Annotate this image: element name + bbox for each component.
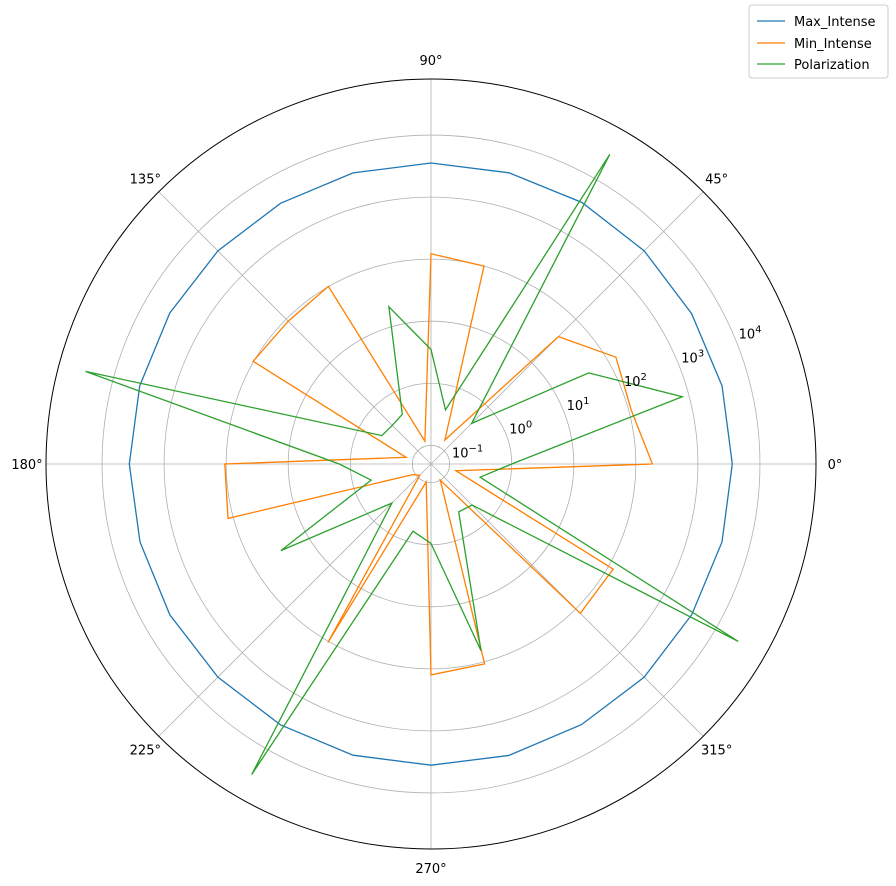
grid-layer (46, 79, 816, 849)
angular-tick-label: 315° (701, 744, 732, 759)
series-line-polarization (85, 153, 739, 775)
angular-tick-label: 90° (419, 54, 442, 69)
angular-tick-label: 180° (11, 458, 42, 473)
angular-tick-label: 270° (415, 862, 446, 877)
radial-tick-label: 10−1 (452, 443, 483, 461)
legend-label-max-intense: Max_Intense (794, 15, 876, 30)
radial-tick-label: 104 (739, 325, 762, 343)
legend: Max_Intense Min_Intense Polarization (748, 4, 889, 79)
tick-label-layer: 0° 45° 90° 135° 180° 225° 270° 315° 10−1 100 101 10… (11, 54, 842, 877)
angular-tick-label: 0° (828, 458, 843, 473)
angular-gridline (158, 463, 432, 737)
angular-tick-label: 45° (705, 172, 728, 187)
radial-tick-label: 103 (681, 348, 704, 366)
legend-label-polarization: Polarization (794, 58, 870, 73)
series-line-max-intense (128, 162, 733, 766)
radial-tick-label: 102 (624, 372, 647, 390)
angular-gridline (158, 191, 432, 465)
series-line-min-intense (224, 252, 654, 676)
angular-tick-label: 225° (130, 744, 161, 759)
legend-label-min-intense: Min_Intense (794, 37, 872, 52)
radial-tick-label: 100 (509, 420, 532, 438)
radial-tick-label: 101 (567, 396, 590, 414)
angular-tick-label: 135° (130, 172, 161, 187)
polar-frame (45, 78, 817, 850)
series-layer (85, 153, 739, 775)
angular-gridline (430, 191, 704, 465)
legend-frame (748, 4, 889, 79)
